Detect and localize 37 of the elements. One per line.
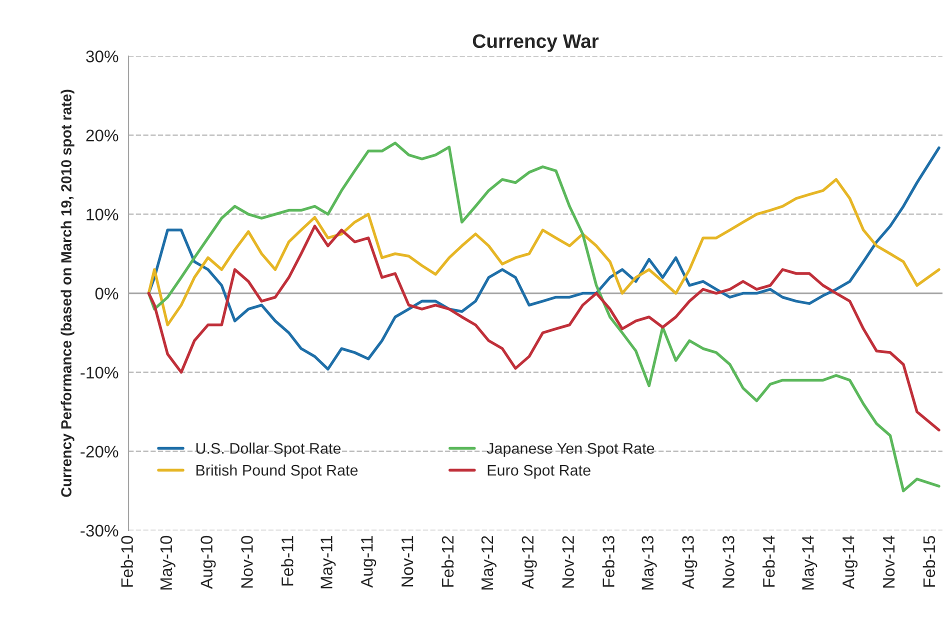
x-tick-label: May-12 <box>481 536 496 590</box>
x-tick-label: Nov-12 <box>562 536 574 588</box>
legend-label: British Pound Spot Rate <box>196 464 358 479</box>
x-tick-label: Aug-14 <box>842 536 858 589</box>
y-tick-label: 30% <box>86 50 118 62</box>
x-tick-label: Aug-11 <box>361 536 376 588</box>
chart-title: Currency War <box>472 34 599 52</box>
y-tick-label: -20% <box>80 446 118 458</box>
line-series <box>147 142 940 492</box>
y-tick-label: -30% <box>80 524 118 537</box>
y-tick-label: 0% <box>95 288 118 300</box>
x-tick-label: Feb-11 <box>281 536 294 586</box>
x-tick-label: May-10 <box>160 536 176 590</box>
line-series <box>147 224 940 432</box>
x-tick-label: Feb-10 <box>120 536 133 587</box>
y-tick-label: 20% <box>86 130 118 142</box>
y-tick-label: 10% <box>86 208 118 220</box>
y-tick-label: -10% <box>80 366 118 379</box>
x-tick-label: May-13 <box>642 536 657 590</box>
legend-label: Japanese Yen Spot Rate <box>486 442 654 457</box>
x-tick-label: Feb-12 <box>441 536 454 587</box>
x-tick-label: Nov-11 <box>402 536 414 586</box>
x-tick-label: May-11 <box>320 536 336 588</box>
x-tick-label: May-14 <box>802 536 818 590</box>
legend-label: U.S. Dollar Spot Rate <box>196 442 341 457</box>
x-tick-label: Feb-14 <box>762 536 775 587</box>
line-series <box>147 178 940 326</box>
y-axis-title: Currency Performance (based on March 19, 2010 spot rate) <box>60 90 74 497</box>
x-tick-label: Feb-13 <box>602 536 614 587</box>
x-tick-label: Nov-10 <box>241 536 253 588</box>
x-tick-label: Feb-15 <box>922 536 936 587</box>
x-tick-label: Nov-14 <box>883 536 895 588</box>
x-tick-label: Aug-13 <box>682 536 698 589</box>
x-tick-label: Aug-12 <box>522 536 537 589</box>
x-tick-label: Nov-13 <box>722 536 734 588</box>
legend-label: Euro Spot Rate <box>488 464 590 479</box>
x-tick-label: Aug-10 <box>200 536 216 589</box>
